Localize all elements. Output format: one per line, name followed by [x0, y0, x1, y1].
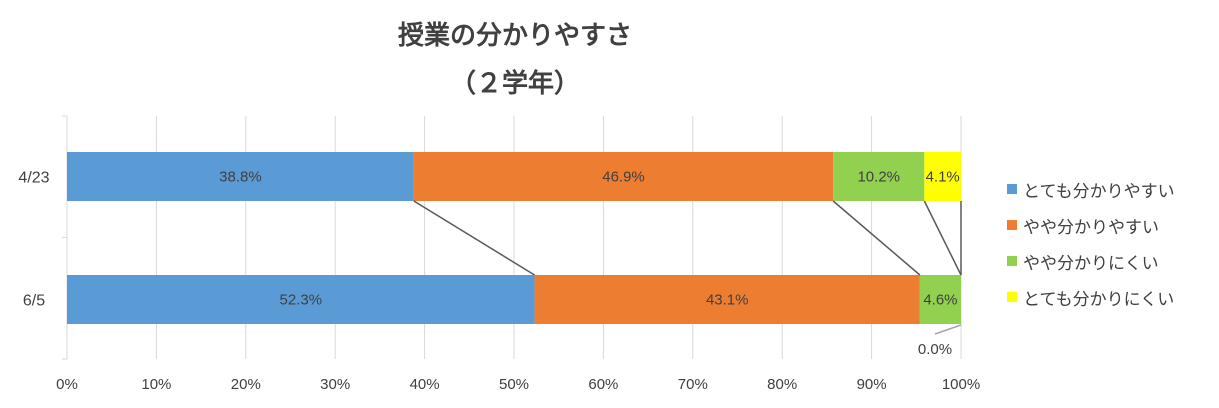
x-tick-label: 10% [141, 376, 171, 393]
x-tick-label: 20% [231, 376, 261, 393]
legend-label: やや分かりにくい [1023, 253, 1159, 274]
series-lines [413, 200, 962, 276]
data-label: 4.6% [923, 292, 957, 309]
data-label: 43.1% [706, 292, 749, 309]
x-tick-labels: 0% 10% 20% 30% 40% 50% 60% 70% 80% 90% 100% [56, 376, 980, 393]
legend-item: とても分かりにくい [1007, 279, 1175, 315]
legend-swatch [1007, 184, 1017, 194]
data-label: 0.0% [918, 341, 952, 358]
data-label: 4.1% [926, 169, 960, 186]
x-tick-label: 100% [942, 376, 980, 393]
bar-segment [833, 152, 925, 201]
bar-segment [67, 152, 414, 201]
category-label: 6/5 [23, 293, 45, 310]
legend-swatch [1007, 256, 1017, 266]
data-label: 38.8% [219, 169, 262, 186]
x-tick-label: 60% [588, 376, 618, 393]
legend-item: やや分かりやすい [1007, 207, 1175, 243]
x-tick-label: 50% [499, 376, 529, 393]
x-tick-label: 90% [857, 376, 887, 393]
bar-segment [67, 275, 535, 324]
chart-title: 授業の分かりやすさ [398, 21, 632, 51]
x-tick-label: 30% [320, 376, 350, 393]
x-tick-label: 40% [410, 376, 440, 393]
bar-segment [413, 152, 834, 201]
data-label: 10.2% [857, 169, 900, 186]
category-axis [62, 115, 68, 360]
legend-label: とても分かりやすい [1023, 181, 1175, 202]
series-line [923, 200, 962, 276]
legend-item: とても分かりやすい [1007, 171, 1175, 207]
legend: とても分かりやすい やや分かりやすい やや分かりにくい とても分かりにくい [1007, 171, 1175, 315]
legend-swatch [1007, 292, 1017, 302]
leader-line [934, 324, 962, 335]
x-tick-label: 70% [678, 376, 708, 393]
bar-segment [924, 152, 961, 201]
series-line [413, 200, 535, 276]
data-label: 52.3% [280, 292, 323, 309]
x-tick-label: 80% [767, 376, 797, 393]
bar-segment [919, 275, 961, 324]
category-label: 4/23 [18, 170, 49, 187]
legend-swatch [1007, 220, 1017, 230]
category-labels: 4/23 6/5 [18, 170, 49, 310]
chart-subtitle: （２学年） [450, 68, 580, 99]
series-line [832, 200, 921, 276]
legend-item: やや分かりにくい [1007, 243, 1175, 279]
x-tick-label: 0% [56, 376, 78, 393]
legend-label: やや分かりやすい [1023, 217, 1159, 238]
data-label: 46.9% [602, 169, 645, 186]
legend-label: とても分かりにくい [1023, 289, 1175, 310]
data-labels: 38.8% 46.9% 10.2% 4.1% 52.3% 43.1% 4.6% 0.0% [219, 169, 962, 358]
bar-segment [534, 275, 920, 324]
bars [67, 152, 961, 324]
